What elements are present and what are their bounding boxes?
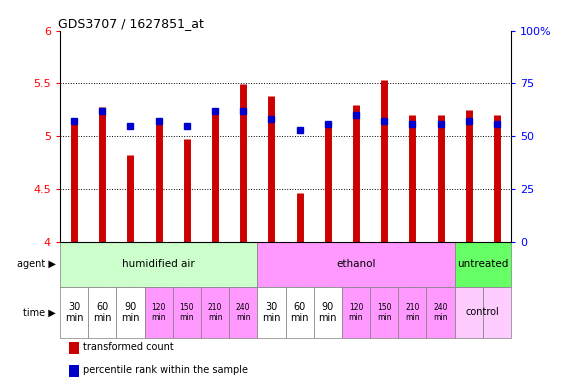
Text: percentile rank within the sample: percentile rank within the sample [83,366,247,376]
Bar [258,242,455,287]
Text: 210
min: 210 min [208,303,222,322]
Bar [144,287,173,338]
Text: 60
min: 60 min [93,301,111,323]
Bar [116,287,144,338]
Bar [370,287,399,338]
Bar [399,287,427,338]
Text: untreated: untreated [457,259,509,269]
Text: 30
min: 30 min [65,301,83,323]
Text: 150
min: 150 min [377,303,392,322]
Text: 90
min: 90 min [319,301,337,323]
Text: agent ▶: agent ▶ [17,259,55,269]
Text: control: control [466,307,500,318]
Text: 90
min: 90 min [121,301,140,323]
Text: transformed count: transformed count [83,342,173,352]
Bar [483,287,511,338]
Text: 240
min: 240 min [236,303,251,322]
Bar [69,342,79,354]
Text: 210
min: 210 min [405,303,420,322]
Bar [60,242,258,287]
Text: ethanol: ethanol [336,259,376,269]
Text: humidified air: humidified air [122,259,195,269]
Text: 30
min: 30 min [262,301,281,323]
Bar [258,287,286,338]
Bar [427,287,455,338]
Bar [229,287,258,338]
Bar [201,287,229,338]
Bar [455,242,511,287]
Bar [342,287,370,338]
Bar [313,287,342,338]
Bar [60,287,88,338]
Text: 120
min: 120 min [151,303,166,322]
Text: 240
min: 240 min [433,303,448,322]
Bar [455,287,483,338]
Text: 60
min: 60 min [290,301,309,323]
Bar [173,287,201,338]
Bar [69,365,79,377]
Text: time ▶: time ▶ [23,307,55,318]
Text: 150
min: 150 min [179,303,194,322]
Bar [286,287,313,338]
Text: 120
min: 120 min [349,303,363,322]
Text: GDS3707 / 1627851_at: GDS3707 / 1627851_at [58,17,204,30]
Bar [88,287,116,338]
